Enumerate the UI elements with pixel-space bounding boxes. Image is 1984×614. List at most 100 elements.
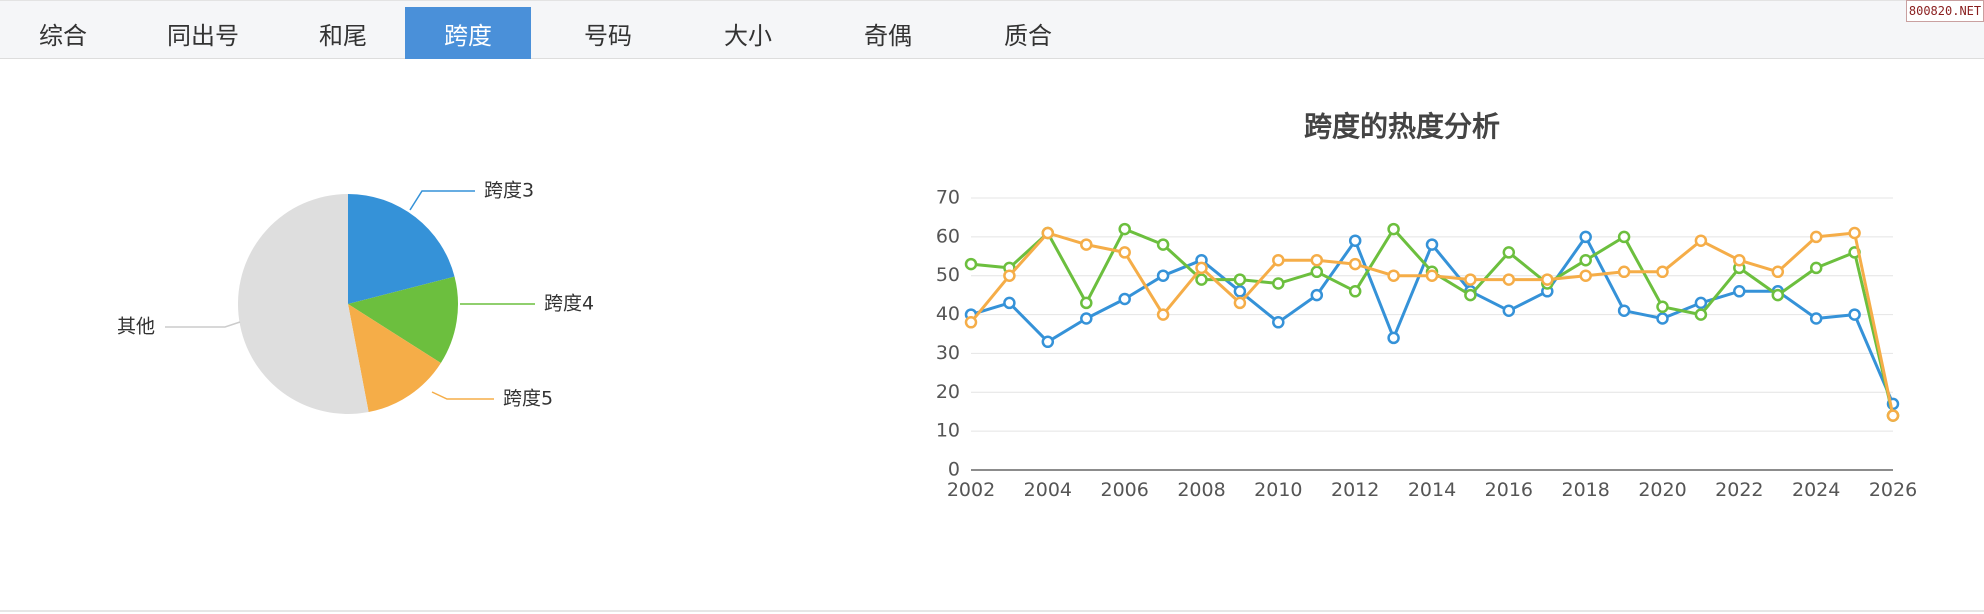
- series-1-point-2011[interactable]: [1310, 288, 1324, 302]
- series-1-point-2025[interactable]: [1848, 308, 1861, 321]
- series-1-point-2019[interactable]: [1617, 304, 1631, 317]
- series-3-point-2007[interactable]: [1156, 308, 1170, 321]
- pie-slice-3[interactable]: [348, 304, 441, 413]
- series-3-point-2021[interactable]: [1694, 234, 1708, 247]
- series-1-point-2020[interactable]: [1656, 312, 1669, 325]
- series-2-point-2023[interactable]: [1771, 288, 1785, 302]
- series-3-point-2016[interactable]: [1502, 273, 1516, 286]
- series-2-point-2013[interactable]: [1387, 222, 1400, 236]
- x-tick-label-2006: 2006: [1100, 479, 1148, 501]
- series-1-line: [970, 235, 1895, 405]
- tab-8[interactable]: 质合: [1004, 21, 1052, 50]
- series-1-point-2024[interactable]: [1809, 312, 1823, 325]
- y-tick-label-30: 30: [936, 342, 960, 364]
- series-3-point-2024[interactable]: [1809, 230, 1823, 244]
- series-1-point-2005[interactable]: [1080, 312, 1093, 325]
- x-tick-label-2016: 2016: [1485, 479, 1533, 501]
- x-tick-label-2010: 2010: [1254, 479, 1302, 501]
- series-2-point-2008[interactable]: [1195, 273, 1208, 286]
- pie-chart: 跨度3 跨度4 跨度5 其他: [117, 180, 594, 415]
- series-3-point-2012[interactable]: [1348, 257, 1362, 271]
- series-2-point-2011[interactable]: [1310, 265, 1324, 279]
- tab-bar: 综合 同出号 和尾 跨度 号码 大小 奇偶 质合: [0, 0, 1984, 59]
- series-2-point-2005[interactable]: [1080, 296, 1093, 310]
- series-2-point-2010[interactable]: [1272, 277, 1285, 290]
- x-tick-label-2012: 2012: [1331, 479, 1379, 501]
- series-3-point-2003[interactable]: [1003, 269, 1016, 282]
- series-3-point-2014[interactable]: [1425, 269, 1439, 282]
- series-3-point-2020[interactable]: [1656, 265, 1669, 279]
- series-3-point-2011[interactable]: [1310, 253, 1324, 267]
- series-3-point-2002[interactable]: [964, 316, 978, 329]
- series-3: [964, 226, 1900, 422]
- x-tick-label-2022: 2022: [1715, 479, 1763, 501]
- pie-label-3: 跨度5: [503, 388, 553, 410]
- series-2-point-2012[interactable]: [1348, 285, 1362, 298]
- series-3-point-2009[interactable]: [1233, 296, 1247, 310]
- series-1-point-2003[interactable]: [1003, 296, 1016, 310]
- series-2-point-2015[interactable]: [1464, 288, 1477, 302]
- series-3-point-2026[interactable]: [1886, 409, 1900, 422]
- series-1-point-2018[interactable]: [1579, 230, 1592, 244]
- x-tick-label-2004: 2004: [1024, 479, 1072, 501]
- series-2-point-2002[interactable]: [964, 257, 978, 271]
- series-2-point-2019[interactable]: [1617, 230, 1631, 244]
- series-1-point-2022[interactable]: [1733, 285, 1746, 298]
- series-3-point-2008[interactable]: [1195, 261, 1208, 275]
- series-3-point-2010[interactable]: [1272, 253, 1285, 267]
- series-3-point-2022[interactable]: [1733, 253, 1746, 267]
- line-chart: 跨度的热度分析 0 10 20 30 40 50 60 70 2002 2004 2006 2008 20…: [936, 110, 1917, 501]
- series-3-point-2015[interactable]: [1464, 273, 1477, 286]
- series-1-point-2010[interactable]: [1272, 316, 1285, 329]
- series-3-point-2025[interactable]: [1848, 226, 1861, 240]
- pie-leader-line-3: [431, 391, 494, 400]
- pie-leader-line-4: [165, 321, 241, 328]
- series-1-point-2009[interactable]: [1233, 285, 1247, 298]
- site-watermark: 800820.NET: [1906, 0, 1984, 22]
- tab-5[interactable]: 号码: [584, 21, 632, 50]
- x-tick-label-2018: 2018: [1561, 479, 1609, 501]
- series-2-point-2021[interactable]: [1694, 308, 1708, 321]
- tab-1[interactable]: 综合: [39, 21, 87, 50]
- x-tick-label-2026: 2026: [1869, 479, 1917, 501]
- x-tick-label-2008: 2008: [1177, 479, 1225, 501]
- series-3-point-2019[interactable]: [1617, 265, 1631, 279]
- x-tick-label-2024: 2024: [1792, 479, 1840, 501]
- series-1-point-2006[interactable]: [1118, 292, 1131, 306]
- series-3-point-2006[interactable]: [1118, 246, 1131, 259]
- series-1-point-2007[interactable]: [1156, 269, 1170, 282]
- series-2-point-2009[interactable]: [1233, 273, 1247, 286]
- y-tick-label-10: 10: [936, 420, 960, 442]
- series-1-point-2013[interactable]: [1387, 331, 1400, 345]
- series-1-point-2021[interactable]: [1694, 296, 1708, 310]
- pie-slice-2[interactable]: [348, 276, 458, 363]
- tab-6[interactable]: 大小: [724, 21, 772, 50]
- tab-3[interactable]: 和尾: [319, 21, 367, 50]
- series-2-point-2020[interactable]: [1656, 300, 1669, 314]
- series-2-point-2006[interactable]: [1118, 222, 1131, 236]
- series-3-point-2005[interactable]: [1080, 238, 1093, 251]
- series-3-point-2018[interactable]: [1579, 269, 1592, 282]
- series-2-point-2007[interactable]: [1156, 238, 1170, 251]
- series-3-point-2013[interactable]: [1387, 269, 1400, 282]
- tab-4[interactable]: 跨度: [405, 7, 531, 59]
- tab-2[interactable]: 同出号: [167, 21, 239, 50]
- series-1-point-2016[interactable]: [1502, 304, 1516, 317]
- pie-label-2: 跨度4: [544, 293, 594, 315]
- x-tick-label-2014: 2014: [1408, 479, 1456, 501]
- series-2-point-2016[interactable]: [1502, 246, 1516, 259]
- pie-leader-line-1: [409, 190, 475, 211]
- series-3-point-2017[interactable]: [1541, 273, 1554, 286]
- series-1-point-2012[interactable]: [1348, 234, 1362, 247]
- series-3-point-2004[interactable]: [1041, 226, 1055, 240]
- tab-7[interactable]: 奇偶: [864, 21, 912, 50]
- y-tick-label-0: 0: [948, 459, 960, 481]
- y-tick-label-70: 70: [936, 187, 960, 209]
- pie-slice-1[interactable]: [348, 194, 455, 304]
- series-1-point-2004[interactable]: [1041, 335, 1055, 349]
- pie-slice-4[interactable]: [237, 193, 369, 415]
- series-2-point-2024[interactable]: [1809, 261, 1823, 275]
- series-1-point-2014[interactable]: [1425, 238, 1439, 251]
- series-3-point-2023[interactable]: [1771, 265, 1785, 279]
- series-2-point-2018[interactable]: [1579, 253, 1592, 267]
